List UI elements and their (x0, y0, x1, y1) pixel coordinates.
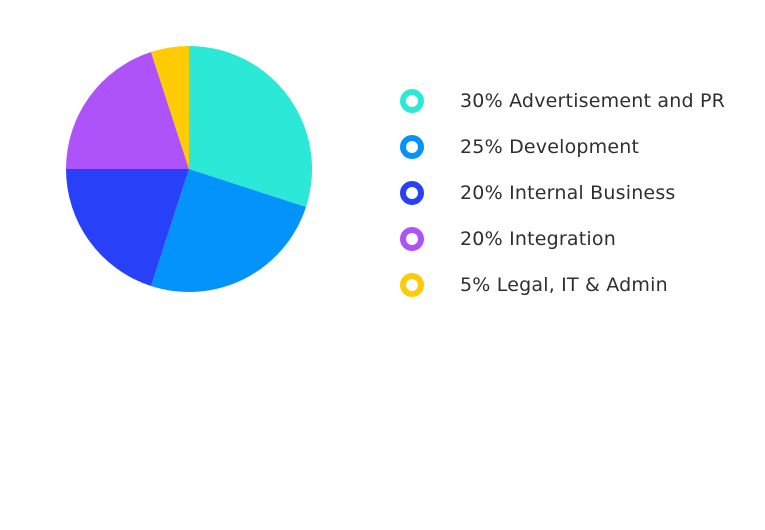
pie-slice-advertisement-pr (189, 46, 313, 208)
legend-item-integration: 20% Integration (398, 224, 738, 254)
legend-item-advertisement-pr: 30% Advertisement and PR (398, 86, 738, 116)
legend-label-advertisement-pr: 30% Advertisement and PR (460, 90, 726, 112)
legend-item-legal-it-admin: 5% Legal, IT & Admin (398, 270, 738, 300)
pie-slice-development (150, 169, 306, 292)
legend-item-development: 25% Development (398, 132, 738, 162)
legend-label-integration: 20% Integration (460, 228, 616, 250)
legend-label-internal-business: 20% Internal Business (460, 182, 676, 204)
legend-label-development: 25% Development (460, 136, 640, 158)
legend-marker-development (400, 135, 424, 159)
legend-label-legal-it-admin: 5% Legal, IT & Admin (460, 274, 668, 296)
legend-marker-legal-it-admin (400, 273, 424, 297)
pie-slice-internal-business (65, 169, 189, 286)
legend-marker-integration (400, 227, 424, 251)
pie-slice-integration (66, 52, 189, 169)
legend-item-internal-business: 20% Internal Business (398, 178, 738, 208)
pie-slice-legal-it-admin (150, 46, 189, 169)
pie-chart (65, 46, 313, 292)
legend-marker-internal-business (400, 181, 424, 205)
chart-legend: 30% Advertisement and PR 25% Development… (398, 86, 738, 300)
legend-marker-advertisement-pr (400, 89, 424, 113)
